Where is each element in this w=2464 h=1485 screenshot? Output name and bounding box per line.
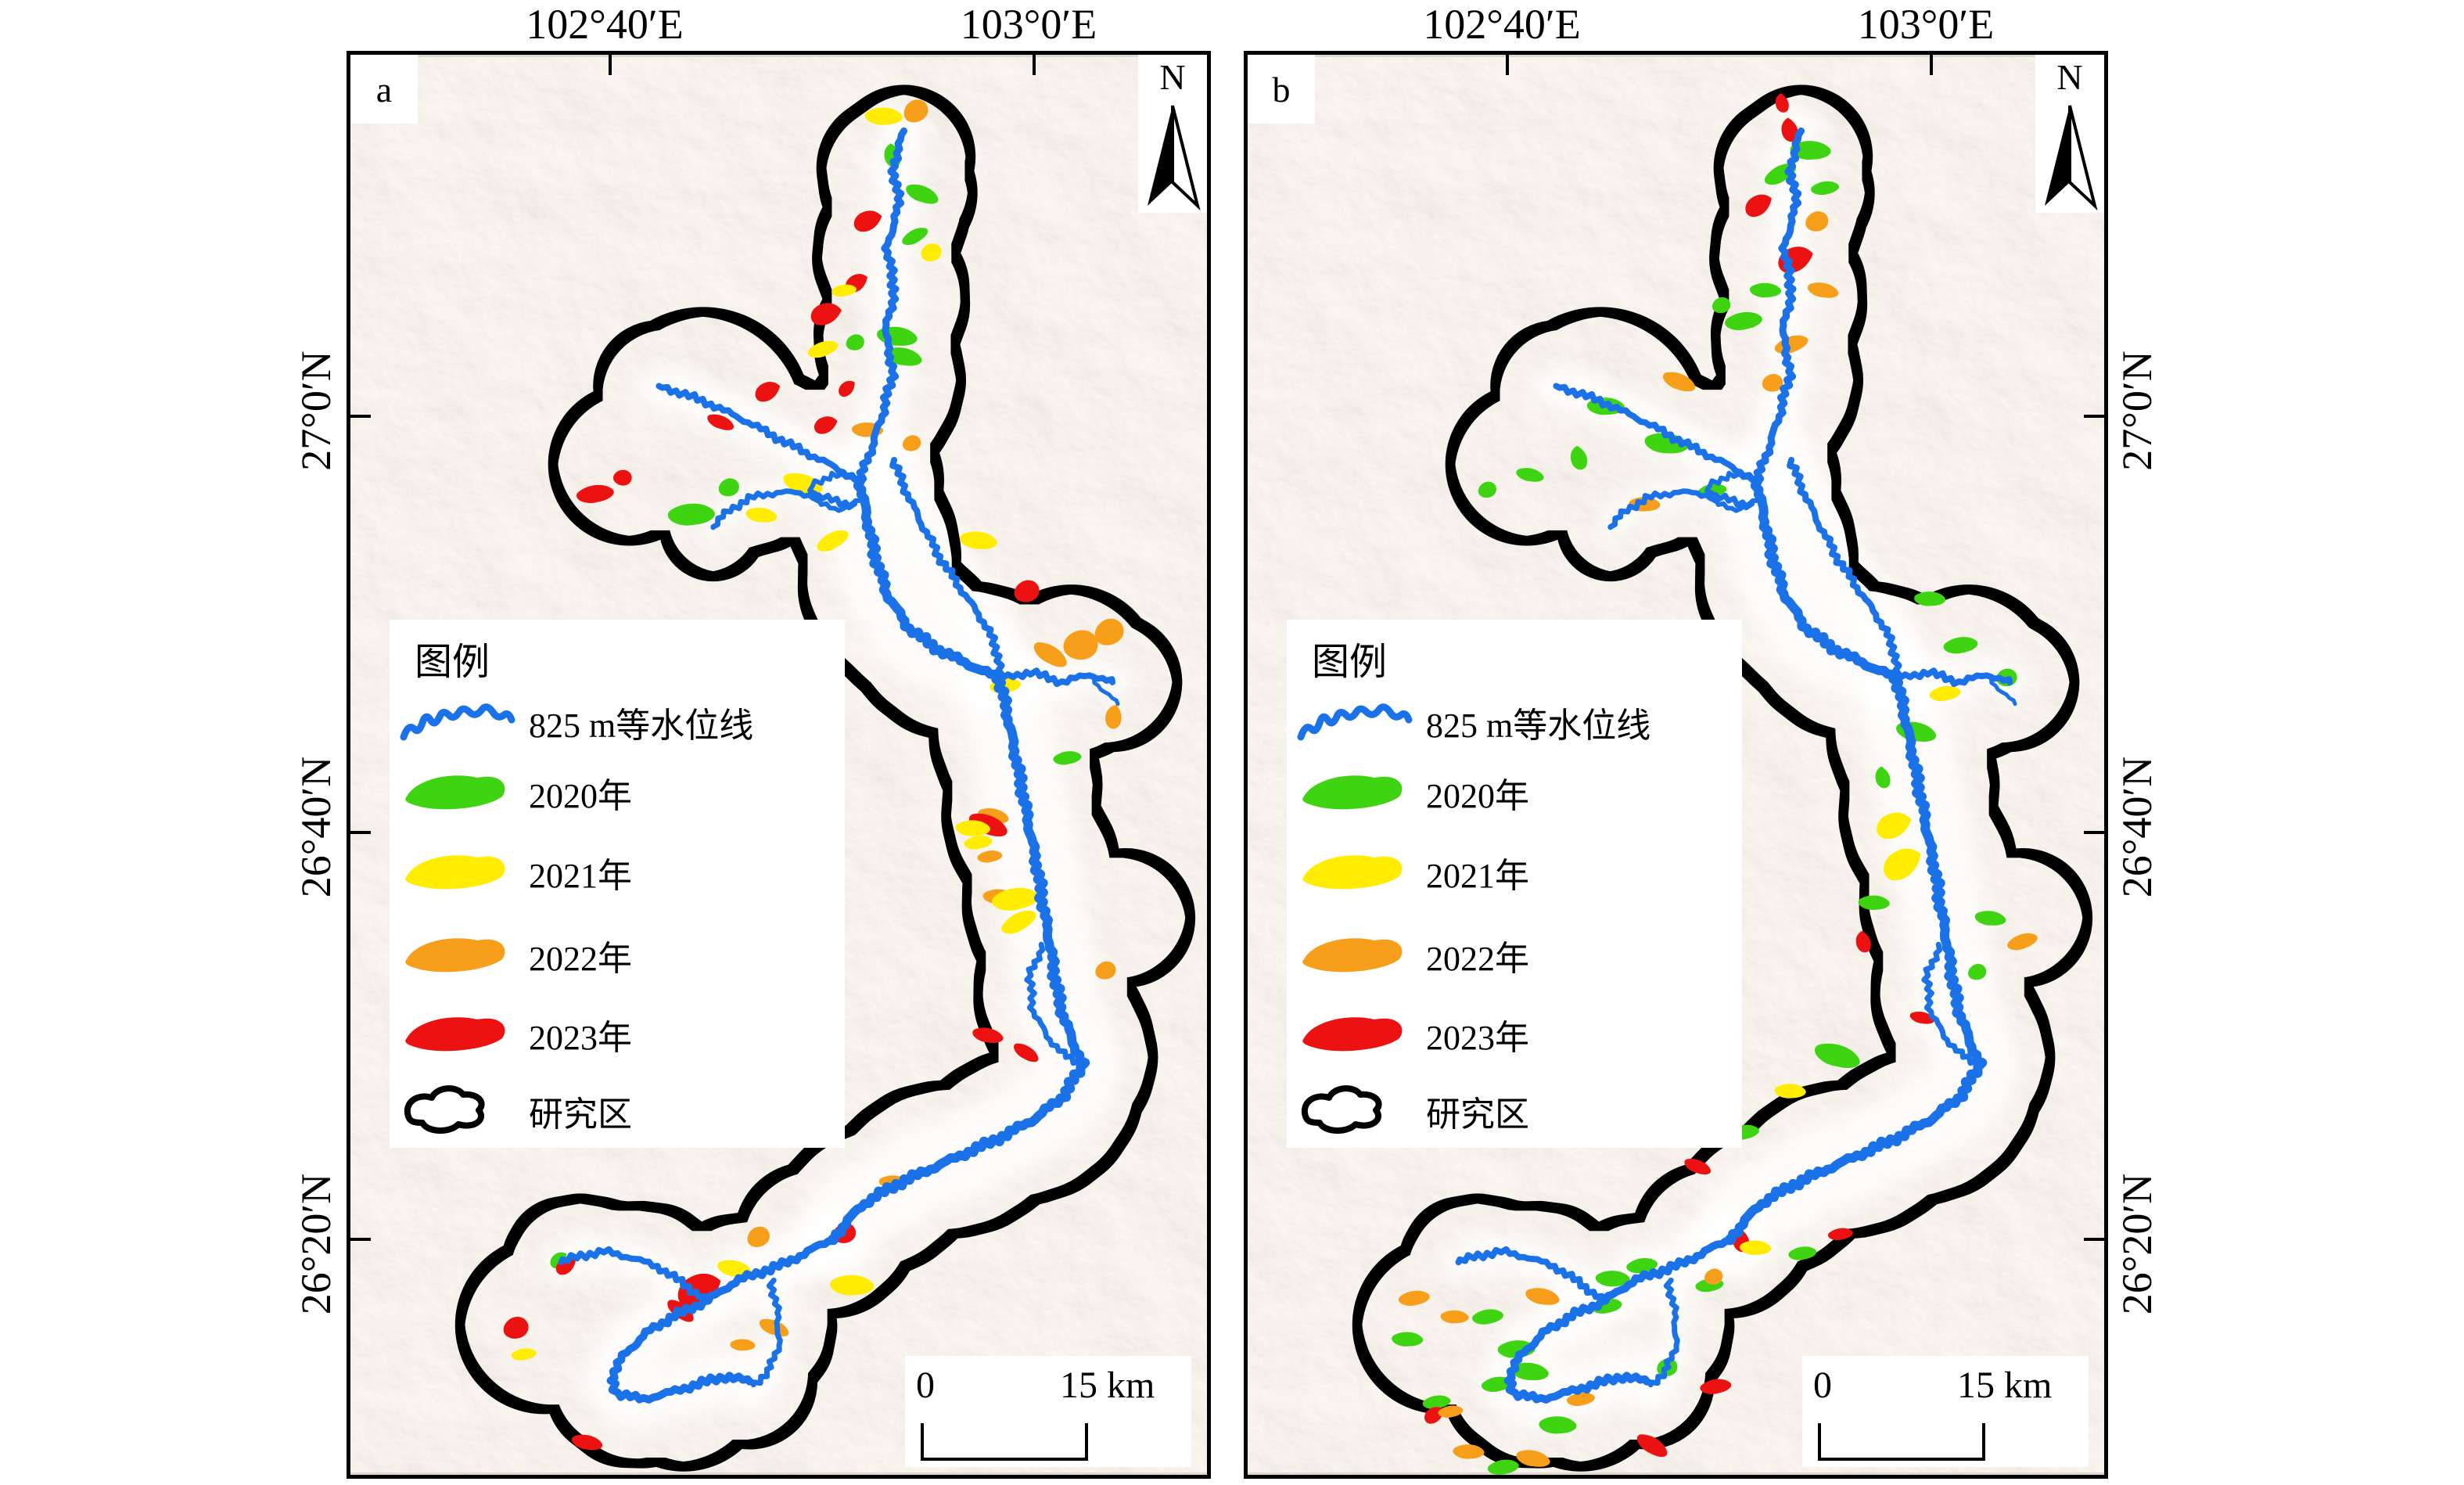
legend-row-2021: 2021年 <box>1287 839 1742 906</box>
scale-bar-bracket <box>1818 1423 1985 1461</box>
north-arrow-box: N <box>2035 55 2104 213</box>
tick-lon-1 <box>609 55 612 75</box>
legend: 图例 825 m等水位线 2020年 2021年 2022年 <box>390 620 845 1148</box>
north-arrow-box: N <box>1138 55 1207 213</box>
patch-2021-icon <box>1302 855 1403 890</box>
legend-row-waterline: 825 m等水位线 <box>390 689 845 756</box>
legend-label: 2021年 <box>1426 857 1529 895</box>
scale-start-label: 0 <box>916 1365 935 1406</box>
map-panel-b: b N 图例 825 m等水位线 2020年 2021年 <box>1244 51 2108 1479</box>
legend-row-2021: 2021年 <box>390 839 845 906</box>
map-canvas-a <box>350 57 1207 1472</box>
patch-2022-icon <box>405 938 505 973</box>
tick-lat-2 <box>2084 831 2104 834</box>
tick-lat-2 <box>350 831 371 834</box>
scale-bar: 0 15 km <box>1802 1356 2089 1467</box>
legend-row-study-area: 研究区 <box>390 1077 845 1145</box>
patch-2021-icon <box>405 855 505 890</box>
legend-title: 图例 <box>1312 642 1388 683</box>
legend-row-2020: 2020年 <box>390 759 845 826</box>
scale-bar: 0 15 km <box>905 1356 1191 1467</box>
lat-label-a-27-0: 27°0′N <box>293 351 339 471</box>
lon-label-b-103-0: 103°0′E <box>1857 1 1995 48</box>
legend-label: 2022年 <box>1426 940 1529 978</box>
panel-letter-label: a <box>375 69 393 110</box>
lat-label-a-26-40: 26°40′N <box>293 756 339 898</box>
lon-label-a-102-40: 102°40′E <box>526 1 684 48</box>
legend-label: 2020年 <box>1426 777 1529 815</box>
lat-label-b-26-40: 26°40′N <box>2114 756 2160 898</box>
scale-end-label: 15 km <box>1060 1365 1155 1406</box>
legend-label: 2023年 <box>529 1019 632 1057</box>
patch-2023-icon <box>1302 1017 1403 1052</box>
legend-label: 研究区 <box>529 1095 632 1134</box>
map-canvas-b <box>1248 57 2104 1475</box>
tick-lon-1 <box>1506 55 1509 75</box>
legend-row-2020: 2020年 <box>1287 759 1742 826</box>
lon-label-b-102-40: 102°40′E <box>1423 1 1581 48</box>
legend-label: 825 m等水位线 <box>1426 707 1651 745</box>
lat-label-a-26-20: 26°20′N <box>293 1173 339 1315</box>
tick-lat-3 <box>350 1238 371 1241</box>
legend-label: 2020年 <box>529 777 632 815</box>
lat-label-b-27-0: 27°0′N <box>2114 351 2160 471</box>
patch-2020-icon <box>405 775 505 810</box>
panel-letter-b: b <box>1248 55 1315 124</box>
lon-label-a-103-0: 103°0′E <box>960 1 1097 48</box>
scale-start-label: 0 <box>1813 1365 1832 1406</box>
north-label: N <box>1159 57 1186 97</box>
legend-label: 研究区 <box>1426 1095 1529 1134</box>
study-area-icon <box>1301 1085 1382 1134</box>
water-level-line-icon <box>400 703 515 741</box>
legend-row-2022: 2022年 <box>390 922 845 989</box>
legend-row-study-area: 研究区 <box>1287 1077 1742 1145</box>
scale-end-label: 15 km <box>1957 1365 2053 1406</box>
legend-row-waterline: 825 m等水位线 <box>1287 689 1742 756</box>
water-level-line-icon <box>1297 703 1413 741</box>
north-arrow-icon <box>1148 105 1201 211</box>
legend-label: 2023年 <box>1426 1019 1529 1057</box>
legend-row-2022: 2022年 <box>1287 922 1742 989</box>
legend: 图例 825 m等水位线 2020年 2021年 2022年 <box>1287 620 1742 1148</box>
scale-bar-bracket <box>921 1423 1088 1461</box>
study-area-icon <box>404 1085 485 1134</box>
panel-letter-a: a <box>350 55 418 124</box>
legend-title: 图例 <box>415 642 490 683</box>
legend-label: 825 m等水位线 <box>529 707 754 745</box>
tick-lat-1 <box>2084 415 2104 418</box>
tick-lon-2 <box>1033 55 1036 75</box>
legend-label: 2022年 <box>529 940 632 978</box>
patch-2023-icon <box>405 1017 505 1052</box>
tick-lat-1 <box>350 415 371 418</box>
legend-row-2023: 2023年 <box>390 1001 845 1068</box>
water-level-line-a <box>558 127 1120 1404</box>
panel-letter-label: b <box>1272 69 1291 110</box>
north-arrow-icon <box>2045 105 2098 211</box>
tick-lat-3 <box>2084 1238 2104 1241</box>
legend-label: 2021年 <box>529 857 632 895</box>
water-level-line-b <box>1455 127 2017 1404</box>
north-label: N <box>2056 57 2083 97</box>
lat-label-b-26-20: 26°20′N <box>2114 1173 2160 1315</box>
legend-row-2023: 2023年 <box>1287 1001 1742 1068</box>
map-panel-a: a N 图例 825 m等水位线 2020年 2021年 <box>347 51 1211 1479</box>
patch-2020-icon <box>1302 775 1403 810</box>
patch-2022-icon <box>1302 938 1403 973</box>
tick-lon-2 <box>1930 55 1933 75</box>
